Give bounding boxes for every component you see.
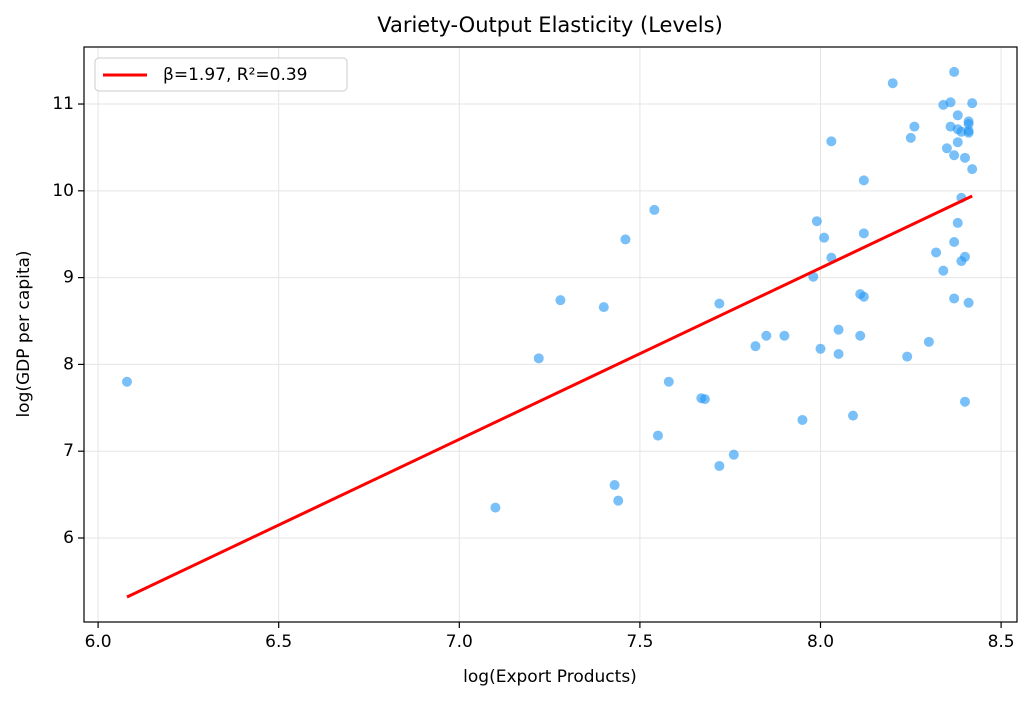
point — [620, 234, 631, 245]
x-tick-label: 6.0 — [85, 632, 112, 652]
point — [963, 118, 974, 129]
point — [714, 460, 725, 471]
point — [833, 324, 844, 335]
point — [533, 353, 544, 364]
y-tick-label: 11 — [52, 94, 74, 114]
point — [121, 376, 132, 387]
point — [949, 237, 960, 248]
point — [833, 348, 844, 359]
point — [949, 150, 960, 161]
point — [826, 136, 837, 147]
plot-frame — [83, 46, 1018, 623]
point — [963, 127, 974, 138]
point — [613, 495, 624, 506]
point — [779, 330, 790, 341]
point — [728, 449, 739, 460]
point — [952, 137, 963, 148]
point — [761, 330, 772, 341]
point — [858, 291, 869, 302]
point — [967, 164, 978, 175]
y-axis-label: log(GDP per capita) — [14, 250, 34, 417]
point — [815, 343, 826, 354]
point — [797, 414, 808, 425]
point — [905, 132, 916, 143]
point — [699, 394, 710, 405]
point — [931, 247, 942, 258]
point — [652, 430, 663, 441]
x-axis-label: log(Export Products) — [463, 667, 637, 687]
point — [609, 480, 620, 491]
point — [490, 502, 501, 513]
point — [949, 66, 960, 77]
point — [811, 216, 822, 227]
point — [923, 336, 934, 347]
point — [963, 297, 974, 308]
y-tick-label: 8 — [63, 354, 74, 374]
y-tick-label: 6 — [63, 528, 74, 548]
point — [952, 110, 963, 121]
point — [855, 330, 866, 341]
point — [858, 175, 869, 186]
point — [555, 295, 566, 306]
x-tick-label: 8.0 — [807, 632, 834, 652]
point — [649, 204, 660, 215]
point — [945, 97, 956, 108]
point — [887, 78, 898, 89]
point — [819, 232, 830, 243]
point — [959, 396, 970, 407]
y-tick-label: 7 — [63, 441, 74, 461]
point — [598, 302, 609, 313]
point — [959, 152, 970, 163]
point — [952, 217, 963, 228]
point — [848, 410, 859, 421]
x-tick-label: 8.5 — [988, 632, 1015, 652]
point — [858, 228, 869, 239]
point — [959, 251, 970, 262]
point — [967, 98, 978, 109]
point — [663, 376, 674, 387]
point — [902, 351, 913, 362]
fit-line — [126, 194, 973, 599]
y-tick-label: 9 — [63, 268, 74, 288]
point — [714, 298, 725, 309]
point — [949, 293, 960, 304]
point — [750, 341, 761, 352]
legend-box — [94, 57, 348, 92]
x-tick-label: 7.0 — [446, 632, 473, 652]
point — [941, 143, 952, 154]
point — [909, 121, 920, 132]
legend-label: β=1.97, R²=0.39 — [163, 65, 307, 85]
chart-title: Variety-Output Elasticity (Levels) — [377, 13, 723, 37]
y-tick-label: 10 — [52, 181, 74, 201]
x-tick-label: 7.5 — [626, 632, 653, 652]
x-tick-label: 6.5 — [265, 632, 292, 652]
point — [938, 265, 949, 276]
